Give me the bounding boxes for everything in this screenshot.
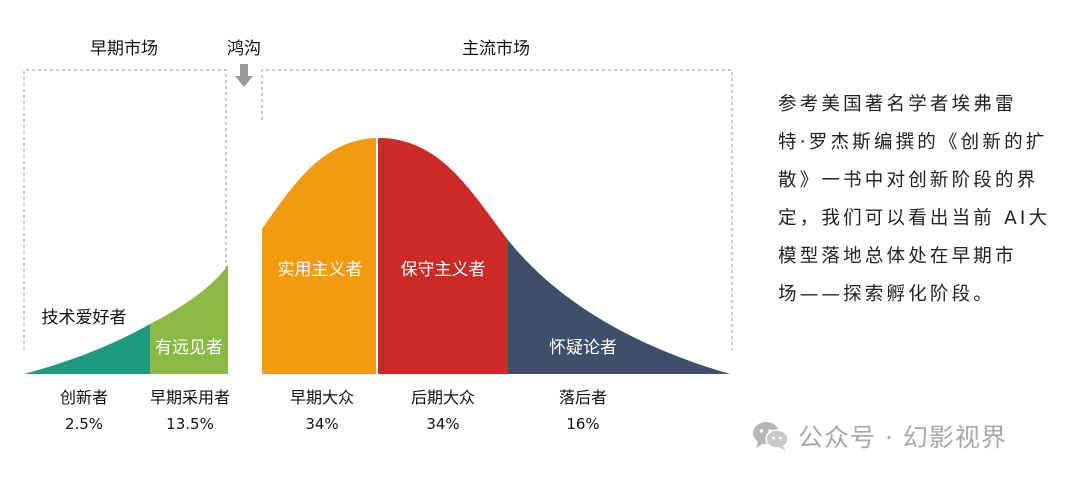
chasm-label: 鸿沟 xyxy=(227,39,261,59)
description-line: 参考美国著名学者埃弗雷 xyxy=(778,94,1017,115)
late-majority-percent: 34% xyxy=(426,415,459,433)
early-adopters-percent: 13.5% xyxy=(166,415,214,433)
description-line: 模型落地总体处在早期市 xyxy=(778,246,1017,267)
mainstream-market-bracket xyxy=(261,69,733,350)
early-majority-percent: 34% xyxy=(305,415,338,433)
late-majority-name: 后期大众 xyxy=(411,388,475,407)
wechat-icon xyxy=(753,422,789,451)
late-majority-curve-label: 保守主义者 xyxy=(401,260,486,280)
description-paragraph: 参考美国著名学者埃弗雷 特·罗杰斯编撰的《创新的扩 散》一书中对创新阶段的界 定… xyxy=(778,86,1053,314)
early-adopters-segment xyxy=(150,265,228,374)
description-line: 散》一书中对创新阶段的界 xyxy=(778,170,1039,191)
chasm-down-arrow-icon xyxy=(235,64,253,87)
early-market-label: 早期市场 xyxy=(90,39,158,59)
late-majority-segment xyxy=(378,138,508,374)
innovators-percent: 2.5% xyxy=(65,415,103,433)
early-adopters-curve-label: 有远见者 xyxy=(155,338,223,358)
early-market-bracket xyxy=(23,69,227,350)
innovators-curve-label: 技术爱好者 xyxy=(42,308,127,328)
innovators-segment xyxy=(24,324,150,374)
description-line: 场——探索孵化阶段。 xyxy=(778,284,996,305)
laggards-name: 落后者 xyxy=(559,388,607,407)
watermark: 公众号 · 幻影视界 xyxy=(752,418,1007,454)
laggards-segment xyxy=(508,240,730,374)
early-adopters-name: 早期采用者 xyxy=(150,388,230,407)
laggards-percent: 16% xyxy=(566,415,599,433)
watermark-text: 公众号 · 幻影视界 xyxy=(798,423,1007,452)
description-line: 特·罗杰斯编撰的《创新的扩 xyxy=(778,132,1048,153)
early-majority-segment xyxy=(262,138,376,374)
mainstream-market-label: 主流市场 xyxy=(462,39,530,59)
innovators-name: 创新者 xyxy=(60,388,108,407)
early-majority-name: 早期大众 xyxy=(290,388,354,407)
laggards-curve-label: 怀疑论者 xyxy=(549,338,617,358)
early-majority-curve-label: 实用主义者 xyxy=(278,260,363,280)
description-line: 定，我们可以看出当前 AI大 xyxy=(778,208,1051,229)
